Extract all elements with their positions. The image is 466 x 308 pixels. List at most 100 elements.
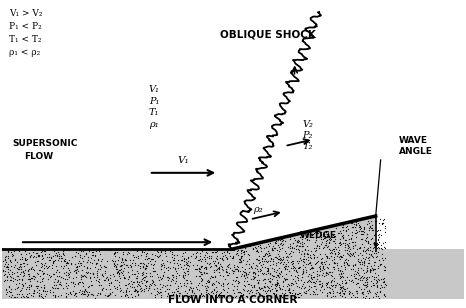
Point bbox=[252, 256, 260, 261]
Point bbox=[81, 290, 88, 295]
Point bbox=[138, 289, 145, 294]
Point bbox=[367, 283, 375, 288]
Point bbox=[93, 261, 100, 266]
Point bbox=[348, 236, 355, 241]
Point bbox=[266, 287, 274, 292]
Point bbox=[321, 245, 328, 249]
Point bbox=[30, 277, 38, 282]
Point bbox=[273, 281, 281, 286]
Point bbox=[41, 252, 48, 257]
Point bbox=[41, 289, 48, 294]
Point bbox=[156, 274, 163, 279]
Point bbox=[51, 292, 59, 297]
Point bbox=[354, 291, 361, 296]
Point bbox=[274, 273, 281, 278]
Point bbox=[180, 263, 188, 268]
Point bbox=[216, 256, 223, 261]
Point bbox=[153, 286, 161, 291]
Point bbox=[247, 244, 254, 249]
Point bbox=[151, 269, 159, 274]
Point bbox=[280, 241, 287, 246]
Point bbox=[330, 279, 338, 284]
Point bbox=[117, 287, 125, 292]
Point bbox=[369, 226, 376, 231]
Point bbox=[353, 272, 360, 277]
Point bbox=[240, 292, 247, 297]
Point bbox=[233, 264, 241, 269]
Point bbox=[196, 295, 204, 300]
Point bbox=[150, 263, 157, 268]
Point bbox=[203, 288, 210, 293]
Point bbox=[360, 229, 367, 234]
Point bbox=[365, 295, 373, 300]
Point bbox=[357, 266, 365, 271]
Point bbox=[362, 239, 370, 244]
Point bbox=[329, 278, 336, 282]
Point bbox=[56, 280, 64, 285]
Point bbox=[363, 234, 371, 239]
Point bbox=[257, 263, 264, 268]
Point bbox=[262, 259, 270, 264]
Point bbox=[274, 288, 281, 293]
Point bbox=[273, 270, 280, 274]
Point bbox=[256, 269, 263, 274]
Point bbox=[322, 238, 329, 243]
Point bbox=[9, 293, 16, 298]
Point bbox=[14, 274, 21, 278]
Point bbox=[103, 258, 111, 263]
Point bbox=[375, 245, 382, 250]
Point bbox=[336, 274, 344, 279]
Point bbox=[243, 259, 250, 264]
Point bbox=[320, 266, 327, 271]
Point bbox=[35, 253, 43, 258]
Point bbox=[181, 275, 188, 280]
Point bbox=[250, 275, 258, 280]
Point bbox=[369, 228, 377, 233]
Point bbox=[34, 259, 41, 264]
Point bbox=[337, 253, 345, 258]
Point bbox=[352, 231, 359, 236]
Point bbox=[265, 278, 273, 283]
Point bbox=[80, 289, 88, 294]
Point bbox=[165, 276, 172, 281]
Point bbox=[265, 287, 272, 292]
Point bbox=[116, 274, 123, 278]
Point bbox=[375, 234, 383, 239]
Point bbox=[42, 292, 50, 297]
Point bbox=[308, 265, 315, 270]
Point bbox=[342, 267, 349, 272]
Point bbox=[86, 284, 93, 289]
Point bbox=[274, 248, 281, 253]
Point bbox=[317, 261, 324, 266]
Point bbox=[75, 251, 82, 256]
Point bbox=[116, 289, 124, 294]
Point bbox=[146, 271, 154, 276]
Point bbox=[299, 270, 306, 275]
Point bbox=[326, 290, 333, 294]
Point bbox=[312, 279, 320, 284]
Point bbox=[331, 250, 339, 255]
Point bbox=[272, 288, 280, 293]
Point bbox=[130, 285, 138, 290]
Point bbox=[205, 278, 212, 283]
Point bbox=[151, 259, 158, 264]
Point bbox=[81, 288, 89, 293]
Point bbox=[362, 279, 369, 284]
Point bbox=[34, 272, 41, 277]
Point bbox=[171, 281, 179, 286]
Point bbox=[5, 284, 13, 289]
Point bbox=[203, 250, 211, 255]
Point bbox=[346, 250, 354, 255]
Point bbox=[139, 264, 147, 269]
Point bbox=[119, 258, 126, 263]
Point bbox=[267, 279, 274, 284]
Point bbox=[70, 284, 78, 289]
Point bbox=[219, 267, 226, 272]
Point bbox=[182, 289, 189, 294]
Point bbox=[9, 276, 16, 281]
Point bbox=[188, 287, 196, 292]
Point bbox=[63, 259, 70, 264]
Point bbox=[370, 267, 377, 272]
Point bbox=[24, 294, 31, 299]
Point bbox=[310, 245, 318, 250]
